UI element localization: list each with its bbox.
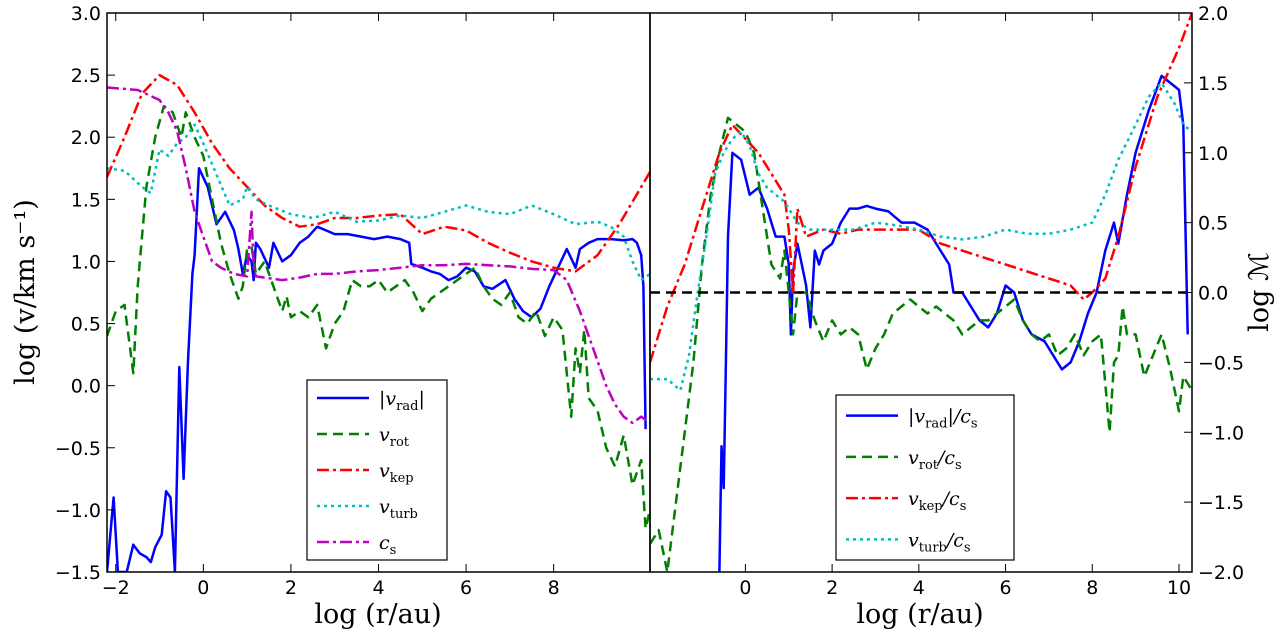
y-tick-label: 0.5 <box>71 314 101 336</box>
right-series-group <box>650 13 1192 572</box>
legend-label-1: vrot <box>379 424 410 450</box>
y-tick-label: 2.0 <box>71 127 101 149</box>
legend-box <box>306 379 448 561</box>
x-tick-label: 2 <box>826 577 838 599</box>
left-y-ticks: −1.5 −1.0 −0.5 0.0 0.5 1.0 1.5 2.0 2.5 3.0 <box>55 3 115 584</box>
x-tick-label: 4 <box>913 577 925 599</box>
y-tick-label: 0.5 <box>1198 213 1228 235</box>
x-tick-label: 0 <box>739 577 751 599</box>
y-tick-label: 1.0 <box>71 251 101 273</box>
y-tick-label: 0.0 <box>1198 283 1228 305</box>
x-tick-label: 8 <box>1086 577 1098 599</box>
y-tick-label: 2.5 <box>71 65 101 87</box>
series-line-1-3 <box>650 81 1192 392</box>
x-tick-label: −2 <box>102 577 130 599</box>
y-tick-label: −1.5 <box>1198 492 1244 514</box>
series-line-0-1 <box>107 104 650 530</box>
right-y-axis-label: log ℳ <box>1244 252 1275 332</box>
y-tick-label: −0.5 <box>1198 352 1244 374</box>
legend-label-1: vrot/cs <box>908 447 962 473</box>
y-tick-label: −1.0 <box>1198 422 1244 444</box>
x-tick-label: 4 <box>372 577 384 599</box>
x-tick-label: 10 <box>1167 577 1191 599</box>
legend-label-4: cs <box>379 532 396 558</box>
left-y-axis-label: log (v/km s⁻¹) <box>10 199 41 385</box>
series-line-1-0 <box>718 74 1189 572</box>
legend-label-3: vturb <box>379 496 418 522</box>
right-panel: 0 2 4 6 8 10 −2.0−1.5−1.0−0.50.00.51.01.52.0 … <box>649 3 1275 630</box>
y-tick-label: −0.5 <box>55 438 101 460</box>
y-tick-label: −1.0 <box>55 500 101 522</box>
x-tick-label: 6 <box>460 577 472 599</box>
series-line-0-2 <box>107 73 650 273</box>
y-tick-label: −1.5 <box>55 562 101 584</box>
left-x-ticks: −2 0 2 4 6 8 <box>102 13 560 599</box>
series-line-0-3 <box>107 123 650 282</box>
x-tick-label: 6 <box>1000 577 1012 599</box>
x-tick-label: 8 <box>548 577 560 599</box>
y-tick-label: −2.0 <box>1198 562 1244 584</box>
y-tick-label: 2.0 <box>1198 3 1228 25</box>
series-line-1-2 <box>650 13 1192 363</box>
x-tick-label: 0 <box>197 577 209 599</box>
legend-box <box>835 394 1015 561</box>
legend-label-3: vturb/cs <box>908 529 971 555</box>
y-tick-label: 1.5 <box>1198 73 1228 95</box>
series-line-0-4 <box>107 86 650 425</box>
series-line-1-1 <box>650 116 1192 572</box>
y-tick-label: 1.0 <box>1198 143 1228 165</box>
legend-label-0: |vrad| <box>379 388 425 414</box>
left-x-axis-label: log (r/au) <box>314 599 441 630</box>
right-y-ticks: −2.0 −1.5 −1.0 −0.5 0.0 0.5 1.0 1.5 2.0 <box>1184 3 1244 584</box>
left-series-group <box>107 73 650 572</box>
legend-label-2: vkep <box>379 460 414 486</box>
legend-label-0: |vrad|/cs <box>908 406 978 432</box>
left-panel: −2 0 2 4 6 8 −1.5 −1.0 −0.5 0.0 0.5 1.0 1.5 2.0 2.5 3.… <box>10 3 651 630</box>
right-x-axis-label: log (r/au) <box>856 599 983 630</box>
x-tick-label: 2 <box>285 577 297 599</box>
y-tick-label: 1.5 <box>71 189 101 211</box>
right-legend: |vrad|/cs vrot/cs vkep/cs vturb/cs <box>835 394 1015 561</box>
right-x-ticks: 0 2 4 6 8 10 <box>739 13 1191 599</box>
y-tick-label: 3.0 <box>71 3 101 25</box>
legend-label-2: vkep/cs <box>908 488 966 514</box>
series-line-0-0 <box>107 167 647 572</box>
y-tick-label: 0.0 <box>71 376 101 398</box>
left-legend: |vrad| vrot vkep vturb cs <box>306 379 448 561</box>
